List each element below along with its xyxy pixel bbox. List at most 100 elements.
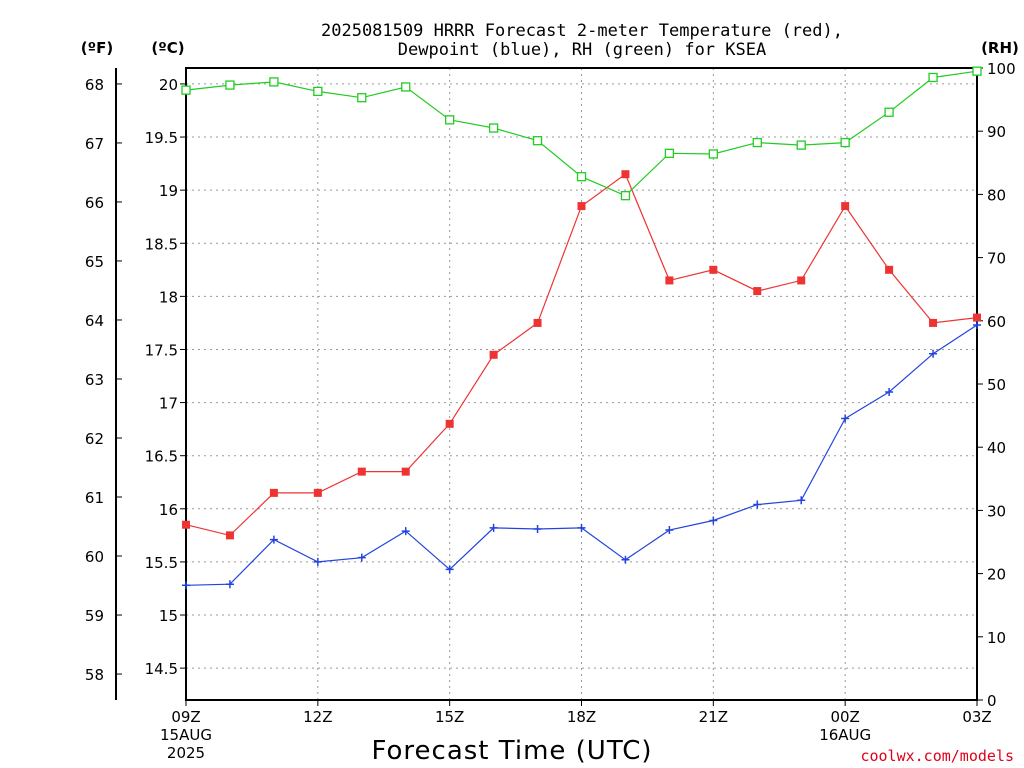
dewpoint-point: [753, 500, 762, 509]
temperature-point: [885, 265, 894, 274]
celsius-tick-label: 19.5: [145, 129, 178, 147]
temperature-point: [577, 202, 586, 211]
rh-point: [313, 86, 323, 97]
dewpoint-point: [357, 553, 366, 562]
rh-point: [972, 66, 982, 76]
temperature-point: [841, 202, 850, 211]
rh-tick-label: 10: [987, 629, 1006, 647]
temperature-point: [533, 318, 542, 327]
fahrenheit-tick-label: 58: [85, 666, 104, 684]
celsius-tick-label: 17.5: [145, 341, 178, 359]
rh-point: [620, 191, 631, 201]
axes: [115, 67, 983, 706]
chart-title-line-2: Dewpoint (blue), RH (green) for KSEA: [398, 40, 766, 60]
fahrenheit-tick-label: 68: [85, 76, 104, 94]
fahrenheit-tick-label: 65: [85, 253, 104, 271]
date-tick-label: 15AUG: [160, 726, 212, 744]
temperature-point: [753, 287, 762, 296]
temperature-series-line: [185, 173, 978, 537]
fahrenheit-tick-label: 60: [85, 548, 104, 566]
date-tick-label: 16AUG: [819, 726, 871, 744]
rh-point: [445, 115, 455, 125]
rh-point: [752, 137, 762, 148]
celsius-tick-label: 19: [159, 182, 178, 200]
rh-tick-labels: 0 10 20 30 40 50 60 70 80 90 100: [987, 60, 1016, 710]
time-tick-label: 00Z: [830, 708, 859, 726]
rh-point: [269, 77, 279, 87]
fahrenheit-tick-label: 61: [85, 489, 104, 507]
rh-point: [840, 137, 850, 148]
rh-tick-label: 20: [987, 566, 1006, 584]
temperature-point: [929, 318, 938, 327]
fahrenheit-tick-label: 67: [85, 135, 104, 153]
dewpoint-point: [797, 496, 806, 505]
dewpoint-point: [973, 321, 981, 330]
rh-point: [576, 172, 587, 182]
fahrenheit-unit-label: (ºF): [81, 39, 113, 57]
celsius-tick-label: 16.5: [145, 448, 178, 466]
celsius-tick-label: 18.5: [145, 235, 178, 253]
temperature-point: [313, 488, 322, 497]
rh-point: [532, 136, 543, 146]
fahrenheit-tick-label: 59: [85, 607, 104, 625]
dewpoint-point: [841, 414, 850, 423]
celsius-tick-label: 18: [159, 288, 178, 306]
celsius-unit-label: (ºC): [151, 39, 184, 57]
rh-point: [708, 149, 718, 159]
fahrenheit-tick-labels: 58 59 60 61 62 63 64 65 66 67 68: [85, 76, 104, 684]
celsius-tick-labels: 14.5 15 15.5 16 16.5 17 17.5 18 18.5 19 19.5 20: [145, 76, 178, 678]
x-axis-label: Forecast Time (UTC): [371, 736, 652, 766]
celsius-tick-label: 17: [159, 395, 178, 413]
dewpoint-point: [533, 524, 542, 533]
temperature-point: [445, 419, 454, 428]
celsius-tick-label: 15: [159, 607, 178, 625]
dewpoint-point: [401, 527, 410, 536]
dewpoint-point: [269, 535, 278, 544]
chart-title-line-1: 2025081509 HRRR Forecast 2-meter Tempera…: [321, 21, 843, 41]
dewpoint-point: [665, 526, 674, 535]
grid-lines: [185, 68, 978, 700]
credit-text: coolwx.com/models: [860, 747, 1014, 765]
temperature-point: [973, 313, 981, 322]
rh-unit-label: (RH): [981, 39, 1019, 57]
dewpoint-series-line: [185, 324, 978, 586]
time-tick-label: 12Z: [303, 708, 332, 726]
rh-tick-label: 50: [987, 376, 1006, 394]
rh-point: [357, 93, 367, 103]
time-tick-label: 18Z: [567, 708, 596, 726]
celsius-tick-label: 20: [159, 76, 178, 94]
dewpoint-point: [709, 516, 718, 525]
rh-tick-label: 0: [987, 692, 997, 710]
dewpoint-point: [621, 555, 630, 564]
temperature-point: [401, 467, 410, 476]
temperature-point: [797, 276, 806, 285]
temperature-point: [269, 488, 278, 497]
time-tick-label: 03Z: [962, 708, 991, 726]
rh-point: [796, 140, 806, 150]
rh-tick-label: 60: [987, 313, 1006, 331]
temperature-point: [182, 520, 190, 529]
rh-point: [884, 107, 894, 117]
dewpoint-point: [445, 565, 454, 574]
fahrenheit-tick-label: 66: [85, 194, 104, 212]
temperature-point: [709, 265, 718, 274]
rh-tick-label: 90: [987, 123, 1006, 141]
fahrenheit-tick-label: 62: [85, 430, 104, 448]
temperature-point: [621, 170, 630, 179]
rh-point: [225, 80, 235, 90]
rh-tick-label: 100: [987, 60, 1016, 78]
celsius-tick-label: 14.5: [145, 660, 178, 678]
rh-tick-label: 40: [987, 439, 1006, 457]
rh-point: [181, 85, 191, 95]
fahrenheit-tick-label: 63: [85, 371, 104, 389]
rh-tick-label: 80: [987, 186, 1006, 204]
time-tick-label: 15Z: [435, 708, 464, 726]
rh-tick-label: 70: [987, 250, 1006, 268]
temperature-point: [489, 350, 498, 359]
fahrenheit-tick-label: 64: [85, 312, 104, 330]
dewpoint-point: [885, 387, 894, 396]
celsius-tick-label: 15.5: [145, 554, 178, 572]
rh-tick-label: 30: [987, 502, 1006, 520]
